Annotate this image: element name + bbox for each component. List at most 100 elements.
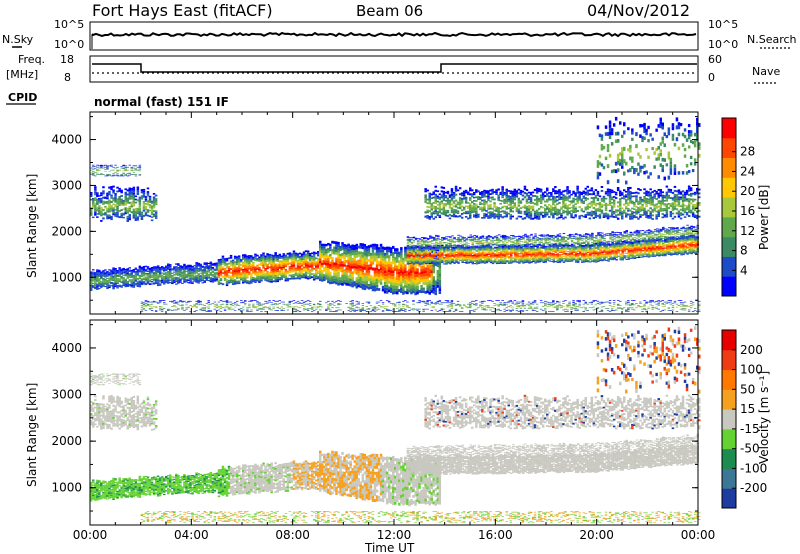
power-echo-cell (116, 166, 119, 168)
power-echo-cell (167, 267, 170, 269)
power-echo-cell (327, 258, 330, 261)
power-echo-cell (136, 210, 140, 213)
power-echo-cell (209, 280, 213, 283)
power-echo-cell (92, 275, 95, 277)
power-echo-cell (209, 264, 213, 266)
power-echo-cell (343, 269, 346, 272)
power-echo-cell (410, 238, 414, 240)
power-echo-cell (90, 271, 93, 273)
power-echo-cell (126, 282, 129, 284)
power-echo-cell (321, 276, 324, 280)
power-echo-cell (118, 284, 121, 286)
power-echo-cell (154, 267, 158, 269)
power-echo-cell (150, 202, 154, 204)
power-echo-cell (183, 280, 186, 282)
power-echo-cell (132, 196, 136, 199)
power-echo-cell (438, 276, 442, 280)
power-echo-cell (191, 271, 194, 274)
power-echo-cell (102, 280, 105, 282)
power-echo-cell (110, 215, 113, 218)
power-echo-cell (591, 257, 594, 259)
power-echo-cell (343, 279, 346, 282)
power-echo-cell (116, 202, 119, 204)
power-echo-cell (183, 276, 186, 278)
power-echo-cell (294, 260, 298, 263)
power-echo-cell (534, 241, 537, 242)
power-echo-cell (453, 253, 456, 255)
power-echo-cell (138, 268, 142, 270)
power-echo-cell (325, 260, 328, 263)
power-echo-cell (302, 259, 306, 262)
power-echo-cell (152, 213, 156, 216)
power-echo-cell (345, 244, 348, 248)
power-echo-cell (349, 258, 352, 261)
power-echo-cell (242, 263, 245, 266)
power-echo-cell (150, 216, 154, 218)
power-echo-cell (229, 264, 233, 267)
power-echo-cell (112, 286, 115, 288)
power-echo-cell (110, 188, 113, 191)
power-echo-cell (231, 273, 235, 275)
power-echo-cell (235, 256, 239, 258)
power-echo-cell (457, 261, 460, 263)
power-echo-cell (124, 271, 127, 273)
power-echo-cell (300, 256, 304, 259)
power-echo-cell (126, 197, 129, 200)
power-echo-cell (550, 235, 554, 237)
power-echo-cell (90, 288, 93, 290)
power-echo-cell (223, 263, 227, 265)
power-echo-cell (142, 282, 146, 284)
power-echo-cell (114, 268, 117, 270)
power-echo-cell (540, 241, 543, 243)
power-echo-cell (136, 270, 140, 272)
power-echo-cell (475, 235, 479, 237)
power-echo-cell (183, 281, 186, 283)
power-echo-cell (280, 268, 283, 271)
power-echo-cell (465, 260, 468, 262)
power-echo-cell (124, 207, 127, 209)
power-echo-cell (248, 256, 251, 259)
power-echo-cell (124, 279, 127, 282)
power-echo-cell (481, 235, 485, 237)
power-echo-cell (100, 276, 103, 278)
power-echo-cell (110, 194, 113, 197)
power-echo-cell (229, 256, 233, 259)
power-echo-cell (197, 279, 200, 281)
frequency-panel: Freq. [MHz] 18 8 60 0 Nave (6, 53, 780, 84)
power-echo-cell (177, 282, 180, 284)
power-echo-cell (296, 254, 300, 257)
power-echo-cell (156, 270, 160, 272)
power-echo-cell (124, 200, 127, 203)
power-echo-cell (319, 250, 322, 254)
power-echo-cell (304, 257, 308, 260)
power-echo-cell (114, 274, 117, 276)
power-echo-cell (144, 213, 148, 215)
power-echo-cell (142, 267, 146, 269)
power-echo-cell (106, 286, 109, 288)
power-echo-cell (308, 253, 312, 255)
power-echo-cell (487, 235, 491, 236)
power-echo-cell (213, 279, 217, 281)
power-echo-cell (96, 174, 99, 175)
power-echo-cell (310, 257, 314, 259)
power-echo-cell (152, 266, 156, 268)
power-echo-cell (96, 273, 99, 275)
power-echo-cell (183, 272, 186, 274)
power-echo-cell (171, 268, 174, 270)
power-echo-cell (327, 263, 330, 266)
power-echo-cell (114, 269, 117, 271)
power-echo-cell (264, 260, 267, 262)
power-echo-cell (144, 203, 148, 205)
power-echo-cell (98, 283, 101, 285)
power-echo-cell (138, 206, 142, 209)
power-echo-cell (349, 278, 352, 282)
power-echo-cell (272, 266, 275, 269)
power-echo-cell (102, 283, 105, 285)
power-echo-cell (321, 248, 324, 251)
power-echo-cell (284, 263, 288, 266)
power-echo-cell (426, 238, 430, 240)
power-echo-cell (136, 207, 140, 210)
power-echo-cell (114, 172, 117, 173)
power-echo-cell (130, 273, 133, 275)
power-echo-cell (424, 249, 428, 252)
